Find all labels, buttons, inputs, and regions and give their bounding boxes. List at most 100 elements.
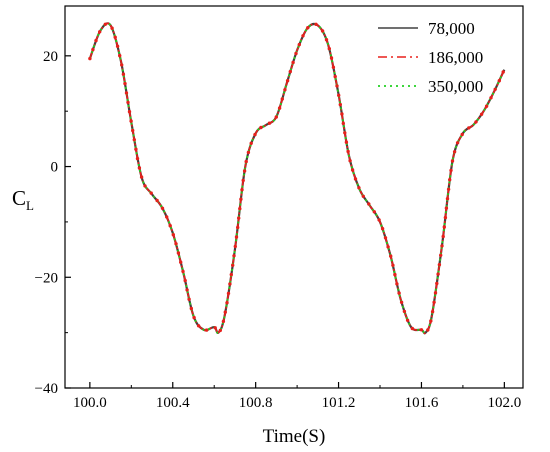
series-point-186000 [353, 177, 358, 181]
series-point-186000 [124, 91, 129, 95]
series-point-186000 [237, 216, 241, 220]
series-point-186000 [372, 210, 376, 214]
series-point-186000 [443, 215, 448, 220]
series-point-186000 [386, 245, 390, 249]
legend-label-350000: 350,000 [428, 77, 483, 96]
series-point-186000 [301, 34, 305, 38]
series-point-186000 [131, 128, 135, 133]
series-point-186000 [337, 93, 341, 98]
series-point-186000 [239, 197, 243, 201]
series-point-186000 [283, 88, 287, 92]
series-point-186000 [297, 42, 301, 47]
series-point-186000 [129, 119, 133, 123]
series-point-186000 [405, 318, 410, 322]
series-point-186000 [449, 168, 453, 173]
series-point-186000 [204, 328, 209, 332]
x-tick-label: 100.8 [239, 395, 273, 411]
series-point-186000 [350, 168, 355, 172]
series-point-186000 [348, 159, 352, 163]
legend-label-78000: 78,000 [428, 19, 475, 38]
series-point-186000 [187, 297, 191, 301]
series-point-186000 [113, 35, 117, 39]
series-point-186000 [185, 288, 189, 292]
series-point-186000 [397, 291, 401, 295]
series-point-186000 [127, 110, 132, 114]
series-point-186000 [189, 306, 193, 311]
series-point-186000 [218, 328, 222, 333]
series-point-186000 [437, 263, 442, 267]
y-tick-label: −40 [35, 381, 58, 397]
series-point-186000 [91, 47, 95, 52]
y-tick-label: 20 [43, 49, 58, 65]
series-line-78000 [88, 22, 506, 335]
series-point-186000 [460, 132, 464, 137]
series-point-186000 [448, 178, 452, 182]
series-point-186000 [344, 140, 349, 144]
series-point-186000 [179, 260, 183, 264]
series-point-186000 [324, 38, 329, 42]
series-point-186000 [280, 97, 284, 101]
series-point-186000 [132, 138, 136, 142]
legend-label-186000: 186,000 [428, 48, 483, 67]
x-tick-label: 101.2 [322, 395, 356, 411]
series-point-186000 [121, 72, 126, 76]
series-point-186000 [399, 300, 404, 304]
series-point-186000 [103, 22, 108, 26]
series-point-186000 [331, 65, 336, 70]
series-point-186000 [94, 38, 98, 43]
series-point-186000 [440, 244, 444, 248]
series-point-186000 [442, 225, 446, 229]
series-point-186000 [479, 112, 484, 117]
series-point-186000 [419, 328, 424, 332]
series-point-186000 [259, 125, 263, 130]
series-point-186000 [314, 22, 318, 26]
series-point-186000 [335, 84, 339, 88]
series-point-186000 [236, 225, 240, 230]
series-point-186000 [288, 69, 292, 74]
series-point-186000 [429, 319, 433, 323]
x-tick-label: 100.0 [73, 395, 107, 411]
series-line-350000 [89, 22, 506, 335]
series-point-186000 [240, 188, 244, 192]
series-point-186000 [497, 79, 501, 83]
series-point-186000 [327, 47, 331, 51]
series-point-186000 [241, 178, 245, 183]
series-point-186000 [333, 74, 337, 79]
y-axis-title: CL [12, 186, 34, 213]
series-point-186000 [123, 81, 127, 86]
series-point-186000 [474, 120, 478, 124]
series-point-186000 [285, 79, 290, 83]
series-point-186000 [410, 326, 414, 331]
series-point-186000 [383, 236, 388, 240]
series-point-186000 [393, 272, 397, 277]
series-point-186000 [88, 56, 92, 61]
series-point-186000 [380, 227, 385, 231]
series-point-186000 [196, 324, 201, 328]
series-point-186000 [118, 53, 122, 58]
y-axis-title-main: C [12, 186, 26, 210]
series-point-186000 [192, 315, 196, 320]
marker-layer [88, 22, 505, 333]
series-point-186000 [225, 301, 229, 305]
series-point-186000 [98, 30, 102, 34]
series-point-186000 [441, 234, 445, 239]
series-point-186000 [181, 269, 185, 274]
series-point-186000 [439, 253, 443, 257]
series-point-186000 [338, 102, 342, 107]
series-point-186000 [143, 184, 147, 188]
series-point-186000 [436, 272, 440, 276]
y-axis-ticks: 20 0 −20 −40 [35, 49, 71, 397]
series-point-186000 [223, 310, 227, 314]
series-point-186000 [183, 278, 187, 283]
series-point-186000 [395, 282, 399, 286]
series-point-186000 [346, 149, 350, 154]
series-point-186000 [232, 254, 236, 258]
series-point-186000 [168, 224, 172, 228]
series-point-186000 [294, 51, 298, 56]
series-point-186000 [126, 100, 130, 105]
series-point-186000 [115, 44, 120, 48]
series-point-186000 [343, 131, 347, 135]
series-point-186000 [134, 147, 138, 151]
series-point-186000 [120, 63, 124, 67]
